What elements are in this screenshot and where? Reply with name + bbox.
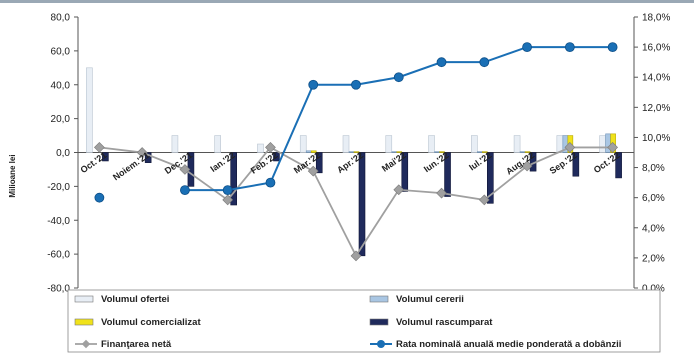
y-left-tick-label: -20,0 [47, 182, 70, 193]
bar-volumul-ofertei-12 [600, 136, 606, 153]
rate-point-6 [352, 80, 361, 89]
category-labels: Oct.'21 Noiem.'21 Dec.'21 Ian.'22 Feb.'22 Mar… [79, 150, 622, 182]
bar-volumul-ofertei-4 [257, 144, 263, 152]
y-right-tick-label: 2,0% [642, 253, 665, 264]
bar-volumul-cererii-6 [349, 152, 354, 153]
y-left-tick-label: 60,0 [51, 46, 71, 57]
bar-volumul-cererii-5 [306, 151, 311, 153]
bar-volumul-cererii-10 [520, 152, 525, 153]
y-left-tick-label: -80,0 [47, 284, 70, 295]
legend: Volumul ofertei Volumul cererii Volumul co… [68, 290, 660, 352]
y-axis-title: Milioane lei [8, 154, 17, 197]
rate-point-8 [437, 58, 446, 67]
rate-point-7 [394, 73, 403, 82]
y-right-tick-label: 4,0% [642, 223, 665, 234]
rate-point-2 [180, 186, 189, 195]
category-label: Oct.'21 [79, 150, 109, 175]
legend-label-volumul-cererii: Volumul cererii [396, 294, 464, 305]
y-left-tick-label: 40,0 [51, 80, 71, 91]
category-label: Noiem.'21 [111, 150, 151, 182]
rate-point-0 [95, 193, 104, 202]
y-right-tick-label: 6,0% [642, 193, 665, 204]
legend-swatch-volumul-comercializat [75, 319, 93, 325]
bar-volumul-ofertei-2 [172, 136, 178, 153]
bar-volumul-ofertei-10 [514, 136, 520, 153]
bar-volumul-cererii-8 [435, 152, 440, 153]
y-right-tick-label: 16,0% [642, 43, 670, 54]
rate-point-4 [266, 178, 275, 187]
y-right-tick-label: 10,0% [642, 133, 670, 144]
y-left-tick-label: 20,0 [51, 114, 71, 125]
bar-volumul-ofertei-6 [343, 136, 349, 153]
y-left-tick-label: 80,0 [51, 13, 71, 24]
top-strip [0, 0, 694, 3]
legend-label-volumul-rascumparat: Volumul rascumparat [396, 317, 493, 328]
rate-point-11 [565, 43, 574, 52]
rate-point-9 [480, 58, 489, 67]
legend-label-volumul-comercializat: Volumul comercializat [101, 317, 201, 328]
y-right-tick-label: 12,0% [642, 103, 670, 114]
bar-volumul-cererii-7 [392, 152, 397, 153]
rate-point-12 [608, 43, 617, 52]
bar-volumul-ofertei-9 [471, 136, 477, 153]
legend-label-rata-nominal-anual-medie-ponderat-a-dob-nzii: Rata nominală anuală medie ponderată a d… [396, 339, 621, 350]
legend-swatch-volumul-ofertei [75, 296, 93, 302]
y-left-tick-label: -40,0 [47, 216, 70, 227]
legend-swatch-volumul-cererii [370, 296, 388, 302]
y-left-tick-label: -60,0 [47, 250, 70, 261]
bar-volumul-cererii-9 [477, 152, 482, 153]
bar-volumul-ofertei-5 [300, 136, 306, 153]
y-axis-left: 80,0 60,0 40,0 20,0 0,0 -20,0 -40,0 -60,0 -80,0 [47, 13, 78, 295]
y-right-tick-label: 14,0% [642, 73, 670, 84]
rate-point-10 [523, 43, 532, 52]
rate-point-5 [309, 80, 318, 89]
rate-point-3 [223, 186, 232, 195]
bar-volumul-ofertei-0 [86, 68, 92, 153]
legend-swatch-marker-rata-nominal-anual-medie-ponderat-a-dob-nzii [377, 340, 385, 348]
y-axis-right: 18,0% 16,0% 14,0% 12,0% 10,0% 8,0% 6,0% 4,0% 2,0… [634, 13, 670, 295]
bar-volumul-ofertei-7 [386, 136, 392, 153]
legend-swatch-volumul-rascumparat [370, 319, 388, 325]
bar-volumul-ofertei-8 [429, 136, 435, 153]
bar-volumul-ofertei-3 [215, 136, 221, 153]
y-left-tick-label: 0,0 [56, 148, 70, 159]
legend-label-volumul-ofertei: Volumul ofertei [101, 294, 169, 305]
bar-volumul-rascumparat-6 [359, 153, 365, 256]
y-right-tick-label: 8,0% [642, 163, 665, 174]
legend-label-finan-area-net-: Finanţarea netă [101, 339, 172, 350]
y-right-tick-label: 18,0% [642, 13, 670, 24]
